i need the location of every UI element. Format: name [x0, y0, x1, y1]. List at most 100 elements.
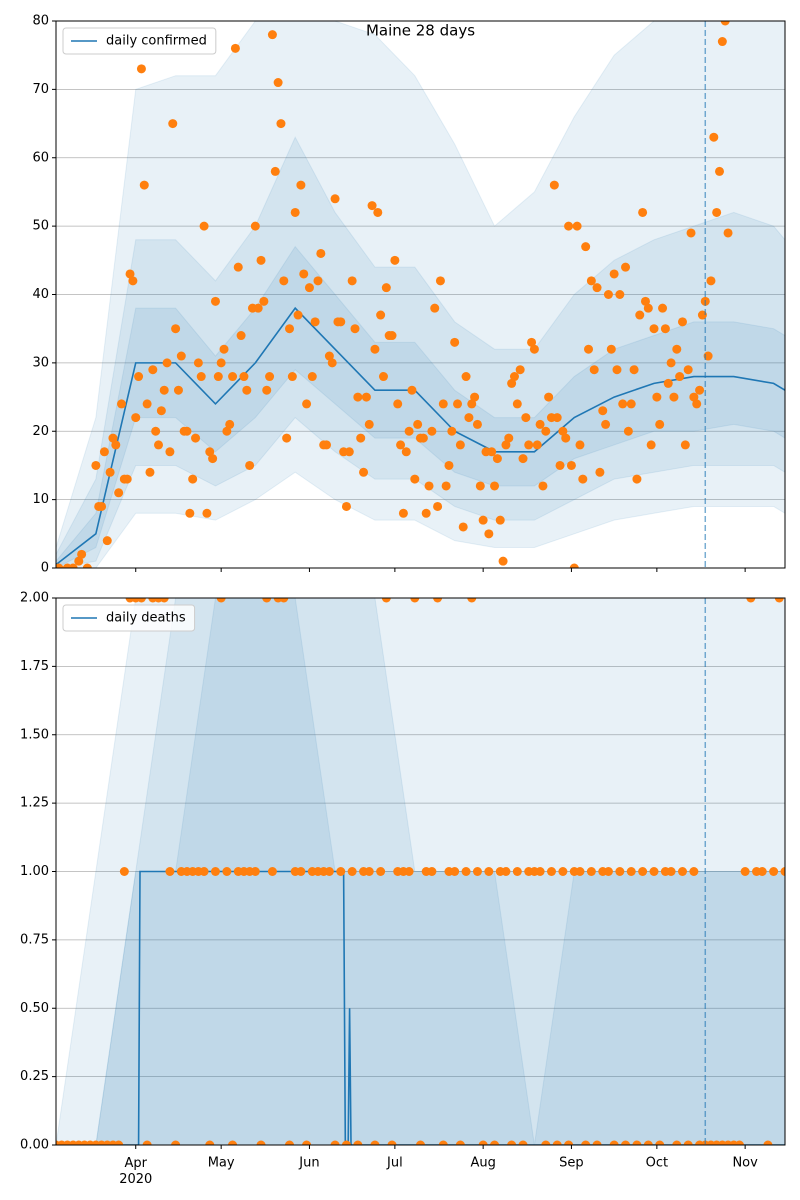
x-tick-label: Oct [646, 1156, 668, 1171]
scatter-point [376, 310, 386, 320]
scatter-point [490, 481, 500, 491]
y-tick-label: 40 [32, 287, 49, 302]
scatter-point [541, 1140, 551, 1145]
scatter-point [734, 1140, 744, 1145]
scatter-point [629, 365, 639, 375]
scatter-point [658, 303, 668, 313]
band [56, 598, 785, 1145]
scatter-point [472, 419, 482, 429]
scatter-point [566, 460, 576, 470]
scatter-point [151, 426, 161, 436]
scatter-point [370, 344, 380, 354]
scatter-point [444, 460, 454, 470]
scatter-point [136, 64, 146, 74]
y-tick-label: 0.50 [20, 1001, 49, 1016]
scatter-point [478, 515, 488, 525]
y-tick-label: 80 [32, 14, 49, 29]
scatter-point [689, 392, 699, 402]
scatter-point [529, 344, 539, 354]
scatter-point [91, 460, 101, 470]
scatter-point [621, 1140, 631, 1145]
scatter-point [310, 317, 320, 327]
y-tick-label: 10 [32, 492, 49, 507]
scatter-point [313, 276, 323, 286]
scatter-point [128, 276, 138, 286]
scatter-point [142, 399, 152, 409]
scatter-point [210, 867, 220, 876]
scatter-point [327, 358, 337, 368]
scatter-point [279, 598, 289, 603]
scatter-point [219, 344, 229, 354]
scatter-point [512, 867, 522, 876]
scatter-point [285, 1140, 295, 1145]
scatter-point [740, 867, 750, 876]
scatter-point [208, 454, 218, 464]
scatter-point [114, 488, 124, 498]
scatter-point [558, 867, 568, 876]
scatter-point [484, 867, 494, 876]
scatter-point [216, 358, 226, 368]
scatter-point [131, 413, 141, 423]
scatter-point [302, 1140, 312, 1145]
x-tick-label: Aug [470, 1156, 495, 1171]
scatter-point [592, 1140, 602, 1145]
scatter-point [145, 467, 155, 477]
scatter-point [564, 221, 574, 231]
scatter-point [467, 598, 477, 603]
scatter-point [196, 372, 206, 382]
scatter-point [677, 317, 687, 327]
scatter-point [68, 563, 78, 568]
scatter-point [615, 867, 625, 876]
x-tick-label: Jun [298, 1156, 319, 1171]
scatter-point [236, 331, 246, 341]
scatter-point [706, 276, 716, 286]
scatter-point [638, 867, 648, 876]
scatter-point [660, 324, 670, 334]
scatter-point [418, 433, 428, 443]
scatter-point [256, 255, 266, 265]
scatter-point [535, 867, 545, 876]
scatter-point [487, 447, 497, 457]
scatter-point [273, 78, 283, 88]
scatter-point [381, 598, 391, 603]
y-tick-label: 1.00 [20, 864, 49, 879]
scatter-point [695, 385, 705, 395]
scatter-point [316, 248, 326, 258]
y-tick-label: 70 [32, 82, 49, 97]
scatter-point [618, 399, 628, 409]
scatter-point [501, 867, 511, 876]
scatter-point [527, 337, 537, 347]
scatter-point [253, 303, 263, 313]
scatter-point [472, 867, 482, 876]
scatter-point [441, 481, 451, 491]
scatter-point [669, 392, 679, 402]
scatter-point [675, 372, 685, 382]
scatter-point [324, 867, 334, 876]
scatter-point [541, 426, 551, 436]
scatter-point [663, 378, 673, 388]
scatter-point [182, 426, 192, 436]
scatter-point [156, 406, 166, 416]
scatter-point [504, 433, 514, 443]
scatter-point [171, 324, 181, 334]
scatter-point [638, 207, 648, 217]
scatter-point [498, 556, 508, 566]
scatter-point [646, 440, 656, 450]
y-tick-label: 2.00 [20, 591, 49, 606]
scatter-point [185, 508, 195, 518]
scatter-point [267, 30, 277, 40]
scatter-point [159, 385, 169, 395]
scatter-point [601, 419, 611, 429]
scatter-point [105, 467, 115, 477]
scatter-point [353, 392, 363, 402]
scatter-point [555, 460, 565, 470]
scatter-point [97, 501, 107, 511]
x-tick-label: Jul [386, 1156, 403, 1171]
scatter-point [666, 358, 676, 368]
scatter-point [222, 867, 232, 876]
scatter-point [623, 426, 633, 436]
scatter-point [621, 262, 631, 272]
scatter-point [347, 867, 357, 876]
scatter-point [521, 413, 531, 423]
scatter-point [116, 399, 126, 409]
